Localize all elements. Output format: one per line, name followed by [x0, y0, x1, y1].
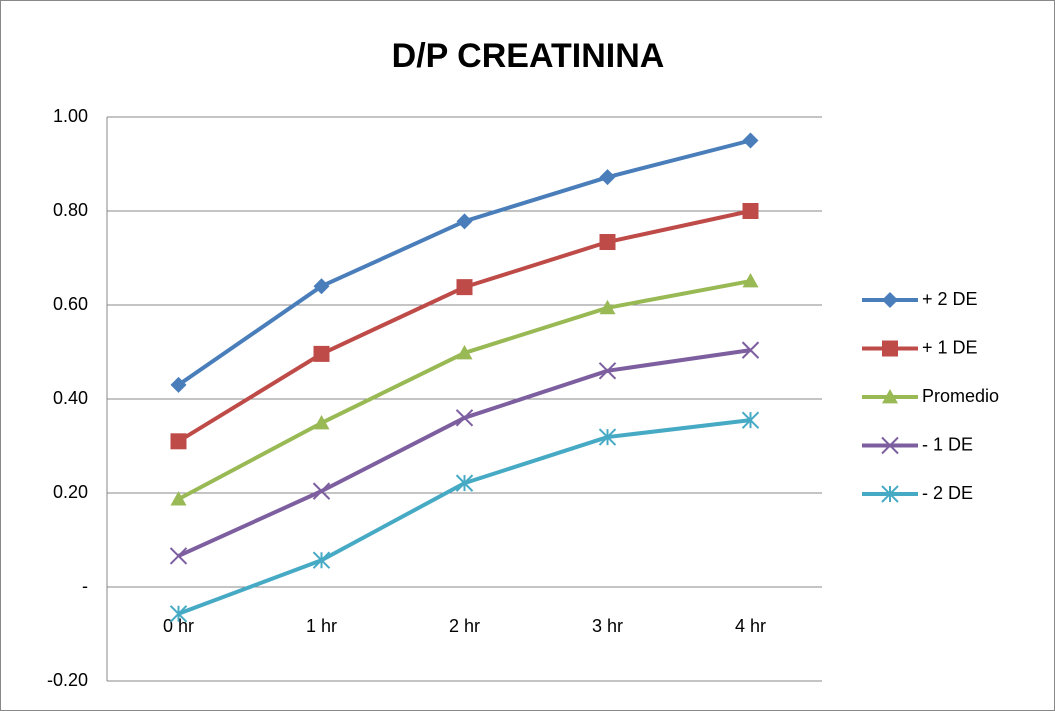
data-point [741, 411, 760, 429]
data-point [456, 279, 473, 296]
data-point [598, 428, 617, 446]
data-point [599, 234, 616, 251]
data-point [313, 345, 330, 362]
x-tick-label: 2 hr [449, 616, 480, 636]
data-point [455, 474, 474, 492]
data-point [456, 213, 473, 230]
y-tick-label: 0.20 [53, 482, 88, 502]
data-point [170, 376, 187, 393]
data-point [313, 278, 330, 295]
x-tick-label: 1 hr [306, 616, 337, 636]
data-point [599, 169, 616, 186]
y-tick-label: - [82, 576, 88, 596]
data-point [169, 605, 188, 623]
data-point [598, 362, 617, 380]
chart-title: D/P CREATININA [392, 37, 665, 75]
y-tick-label: 0.40 [53, 388, 88, 408]
legend-marker [881, 436, 899, 455]
data-point [169, 547, 188, 565]
y-tick-label: 0.80 [53, 200, 88, 220]
data-point [312, 551, 331, 569]
y-tick-label: 0.60 [53, 294, 88, 314]
data-point [170, 433, 187, 450]
data-point [170, 491, 187, 506]
legend-label: + 2 DE [922, 289, 978, 309]
x-tick-label: 4 hr [735, 616, 766, 636]
data-point [456, 344, 473, 360]
legend-marker [881, 485, 899, 503]
y-tick-label: -0.20 [47, 670, 88, 690]
legend-label: - 1 DE [922, 434, 973, 454]
data-point [455, 409, 474, 427]
legend-label: Promedio [922, 386, 999, 406]
data-point [599, 299, 616, 315]
legend-marker [882, 389, 898, 404]
data-point [742, 203, 759, 219]
data-point [742, 273, 759, 288]
x-tick-label: 3 hr [592, 616, 623, 636]
data-point [312, 482, 331, 500]
data-point [741, 341, 760, 359]
y-tick-label: 1.00 [53, 106, 88, 126]
data-point [742, 132, 759, 149]
legend-marker [882, 340, 898, 357]
legend-marker [882, 292, 898, 308]
data-point [313, 414, 330, 430]
legend-label: + 1 DE [922, 337, 978, 357]
legend-label: - 2 DE [922, 483, 973, 503]
